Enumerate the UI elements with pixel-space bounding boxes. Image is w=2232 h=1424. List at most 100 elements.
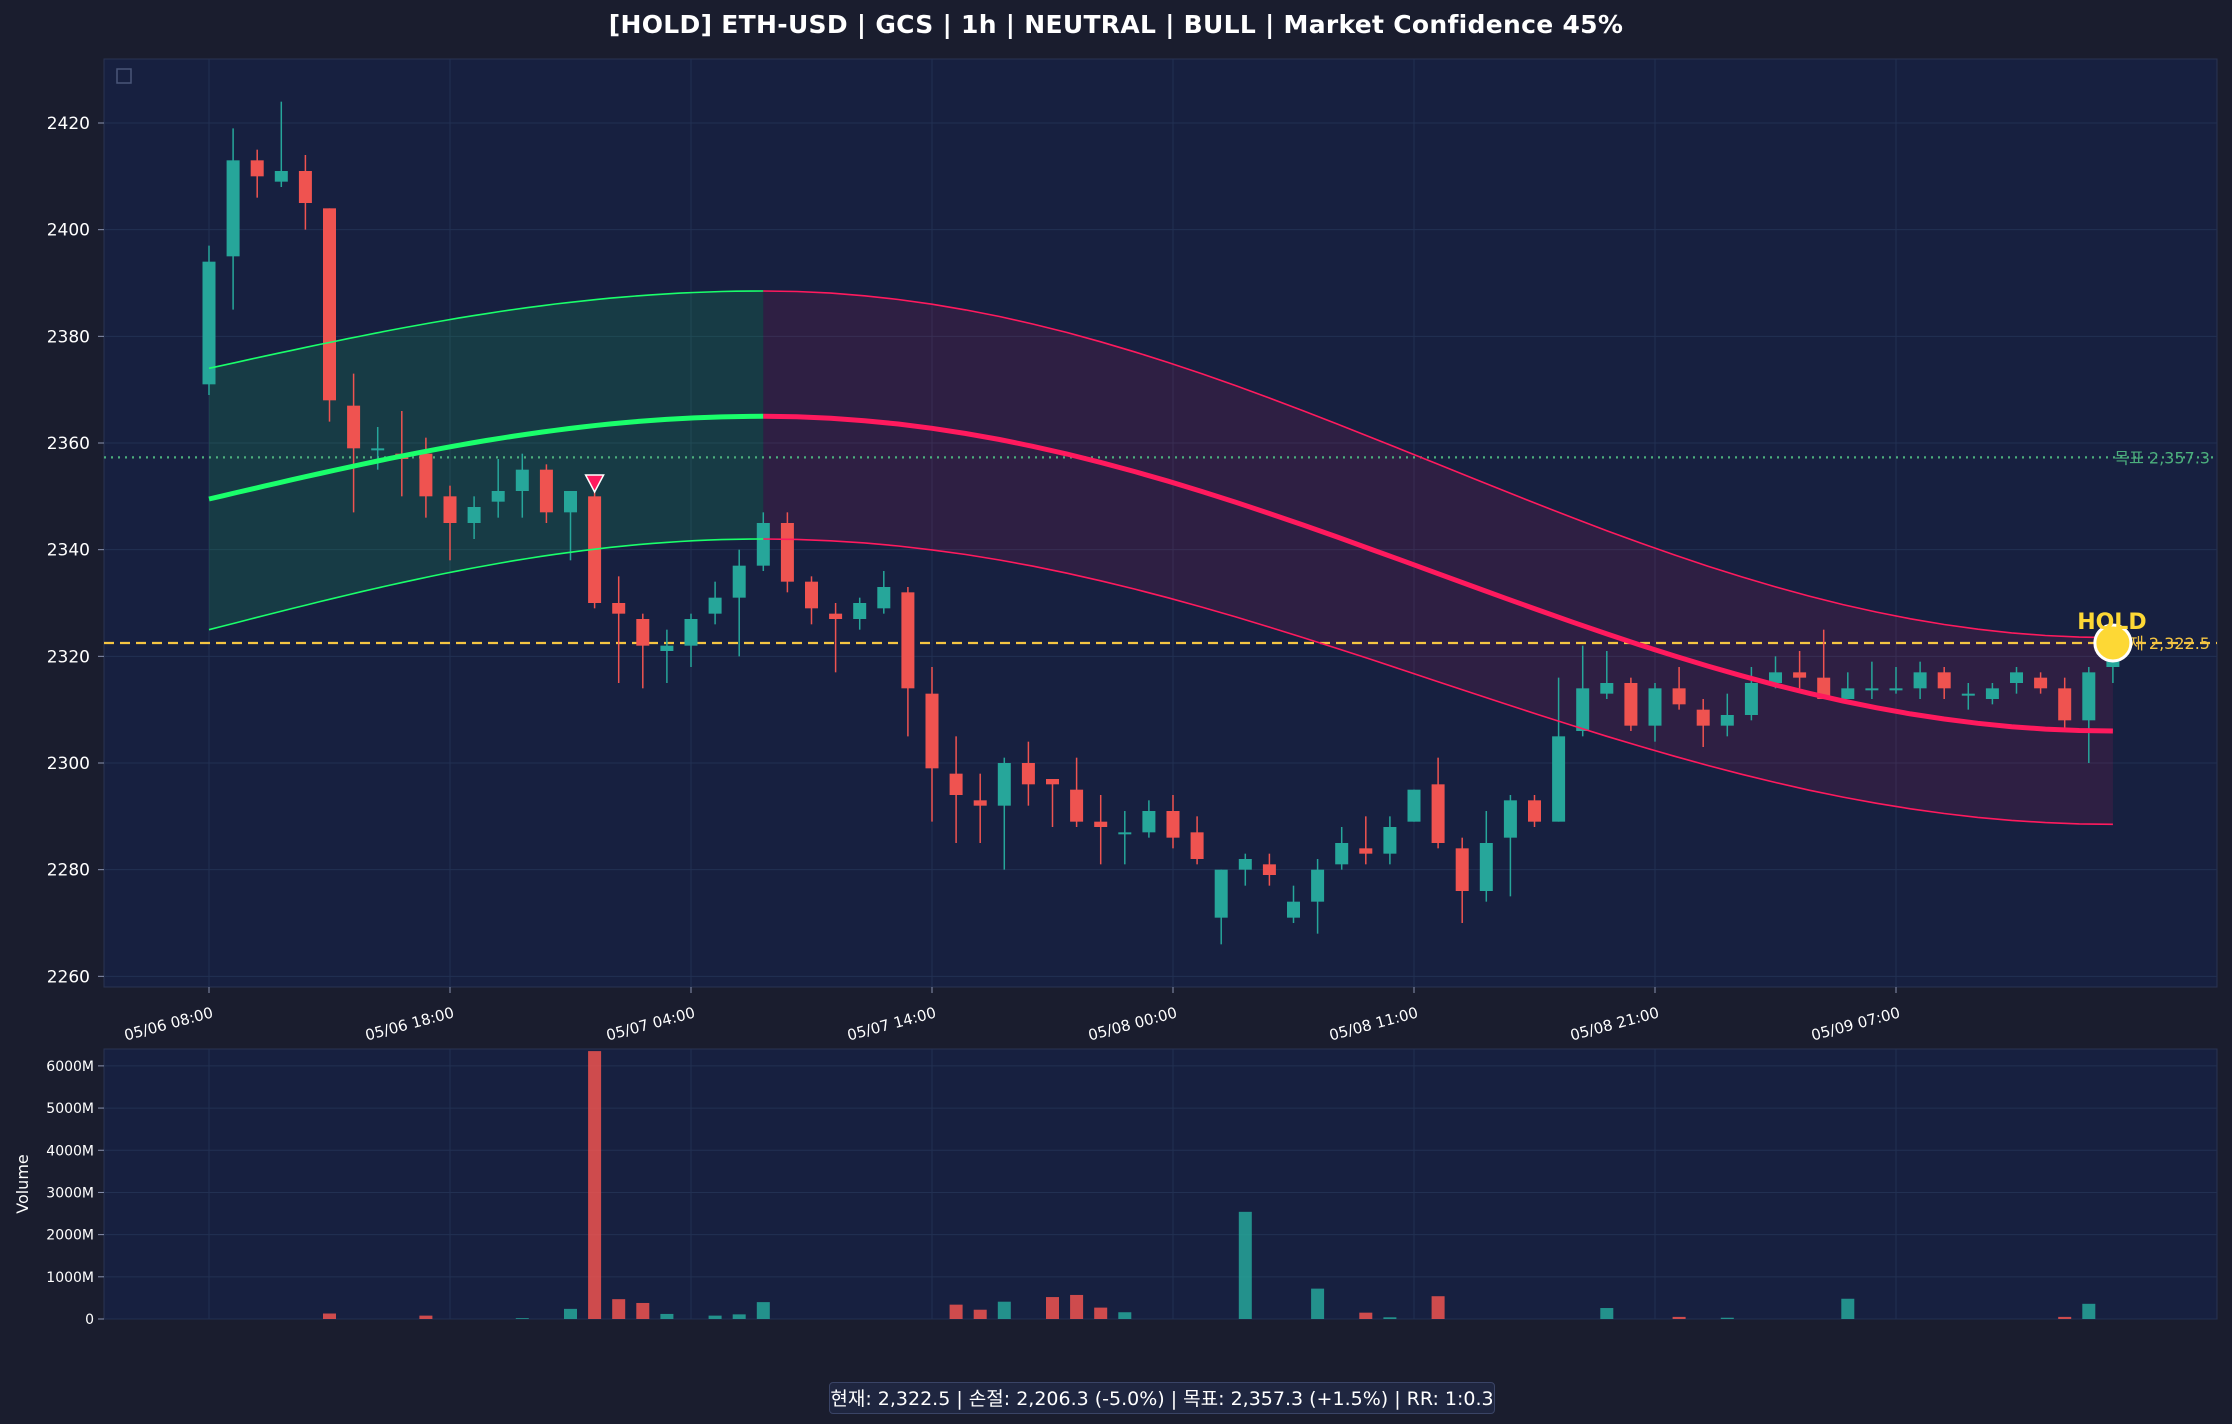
candle-body	[1070, 789, 1084, 822]
bull-forecast-band	[209, 291, 764, 630]
candle-body	[805, 581, 818, 609]
candle-body	[1961, 693, 1975, 696]
candle-body	[853, 603, 867, 619]
hold-marker	[2093, 623, 2133, 663]
volume-bar	[1238, 1211, 1252, 1319]
sell-signal-marker	[584, 474, 605, 494]
volume-bar	[1359, 1312, 1373, 1319]
candle-body	[1865, 688, 1879, 691]
candle-body	[1118, 832, 1132, 835]
candle-body	[1913, 672, 1927, 689]
price-y-tick-label: 2280	[47, 861, 90, 881]
volume-bar	[756, 1302, 770, 1319]
candle-body	[1166, 811, 1180, 838]
candle-body	[1142, 811, 1156, 833]
volume-y-tick-label: 4000M	[46, 1143, 94, 1159]
candle-body	[539, 469, 553, 513]
candle-body	[371, 448, 385, 451]
hold-marker-label: HOLD	[2077, 610, 2146, 635]
target-level-label: 목표 2,357.3	[2114, 448, 2210, 467]
candle-body	[1311, 869, 1325, 902]
price-levels: 목표 2,357.3 현재 2,322.5	[104, 448, 2217, 653]
x-tick-label: 05/08 00:00	[1086, 1003, 1179, 1044]
volume-bars	[323, 1051, 2096, 1319]
footer-info: 현재: 2,322.5 | 손절: 2,206.3 (-5.0%) | 목표: …	[829, 1382, 1495, 1414]
candle-body	[973, 800, 987, 806]
volume-y-tick-label: 5000M	[46, 1101, 94, 1117]
candle-body	[1359, 848, 1373, 854]
volume-bar	[588, 1051, 602, 1319]
candle-body	[1262, 864, 1276, 875]
x-tick-label: 05/06 18:00	[363, 1003, 456, 1044]
volume-bar	[973, 1309, 987, 1319]
price-panel-legend-box	[116, 68, 132, 84]
volume-bar	[2058, 1316, 2072, 1319]
volume-bar	[1311, 1288, 1325, 1319]
candle-body	[1503, 800, 1517, 838]
candle-body	[1431, 784, 1445, 843]
forecast-lines	[208, 290, 2113, 826]
volume-bar	[2082, 1303, 2096, 1319]
bull-center-line	[208, 413, 764, 502]
candle-body	[732, 565, 746, 598]
x-tick-label: 05/07 14:00	[845, 1003, 938, 1044]
candle-body	[1383, 827, 1397, 854]
candle-body	[1985, 688, 1999, 699]
volume-bar	[660, 1313, 674, 1319]
candle-body	[564, 491, 577, 513]
candle-body	[1335, 843, 1349, 865]
volume-y-tick-label: 0	[85, 1312, 94, 1328]
price-y-tick-label: 2400	[47, 221, 90, 241]
candle-body	[250, 160, 264, 177]
candle-body	[202, 261, 216, 385]
candle-body	[1407, 789, 1421, 822]
bear-upper-line	[763, 290, 2113, 639]
price-y-tick-label: 2380	[47, 327, 90, 347]
candle-body	[877, 587, 891, 609]
candle-body	[1576, 688, 1590, 731]
volume-bar	[564, 1308, 577, 1319]
price-y-tick-label: 2260	[47, 967, 90, 987]
candle-body	[1190, 832, 1204, 859]
candle-body	[1648, 688, 1662, 726]
bear-lower-line	[763, 538, 2113, 826]
chart-title: [HOLD] ETH-USD | GCS | 1h | NEUTRAL | BU…	[608, 10, 1624, 39]
volume-axis-label: Volume	[13, 1154, 32, 1214]
candle-body	[515, 469, 529, 491]
volume-bar	[708, 1315, 722, 1319]
candle-body	[2010, 672, 2023, 683]
candle-body	[1672, 688, 1686, 705]
x-tick-label: 05/07 04:00	[604, 1003, 697, 1044]
bear-forecast-band	[763, 291, 2113, 825]
candle-body	[925, 693, 939, 769]
candle-body	[1793, 672, 1807, 678]
candle-body	[298, 171, 312, 203]
current-level-label: 현재 2,322.5	[2114, 634, 2210, 653]
candle-body	[2034, 677, 2048, 689]
candle-body	[684, 619, 698, 646]
volume-panel	[103, 1048, 2218, 1320]
volume-bar	[1383, 1317, 1397, 1319]
volume-bar	[1431, 1296, 1445, 1319]
x-tick-label: 05/08 21:00	[1568, 1003, 1661, 1044]
volume-bar	[515, 1318, 529, 1319]
candle-body	[829, 613, 843, 619]
price-y-tick-label: 2320	[47, 647, 90, 667]
volume-y-tick-label: 6000M	[46, 1059, 94, 1075]
candle-body	[1696, 709, 1710, 726]
volume-bar	[732, 1314, 746, 1319]
candle-body	[997, 763, 1011, 806]
volume-bar	[1720, 1317, 1734, 1319]
candle-body	[1552, 736, 1566, 822]
candle-body	[1769, 672, 1782, 683]
volume-y-tick-label: 3000M	[46, 1185, 94, 1201]
volume-bar	[636, 1302, 650, 1319]
price-y-tick-label: 2300	[47, 754, 90, 774]
candle-body	[491, 491, 505, 502]
bull-lower-line	[208, 538, 764, 631]
volume-bar	[1600, 1308, 1614, 1319]
candle-body	[949, 773, 963, 795]
candle-body	[419, 453, 433, 497]
candle-body	[1841, 688, 1855, 699]
